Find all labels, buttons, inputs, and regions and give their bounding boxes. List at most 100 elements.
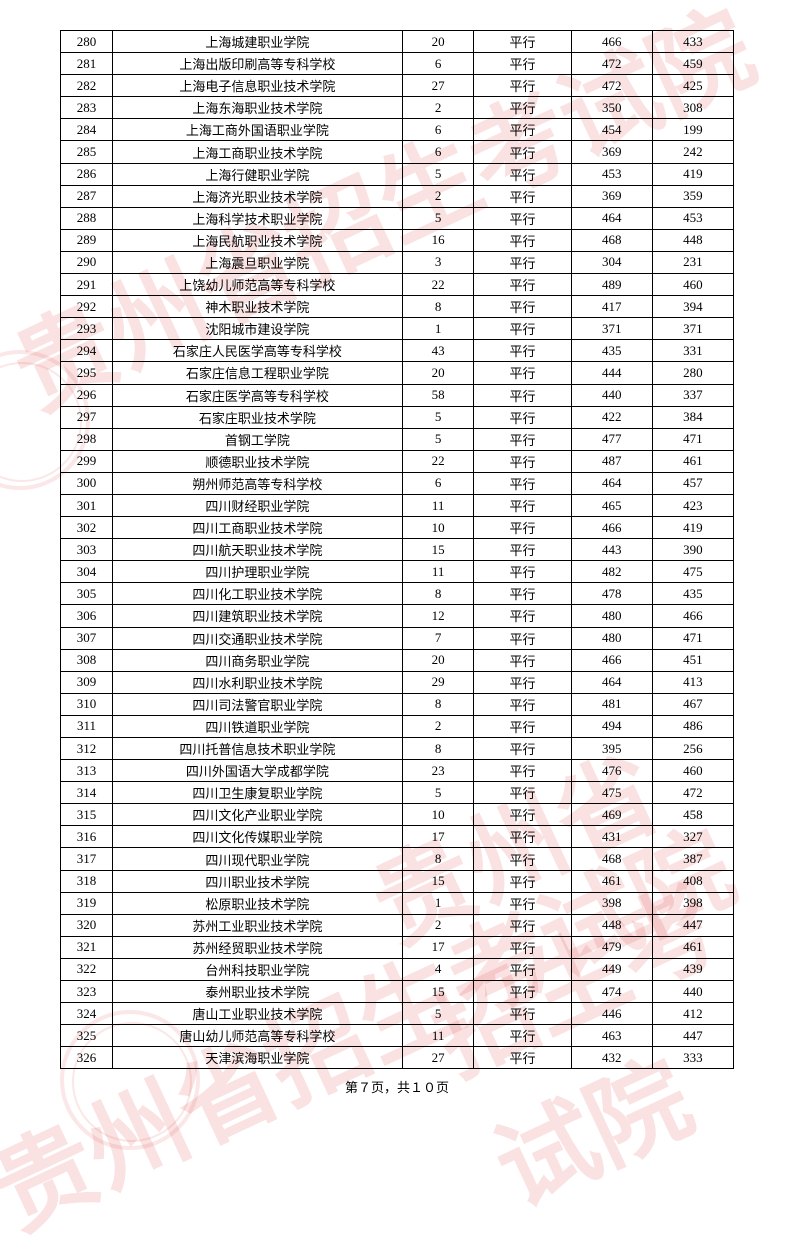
table-cell: 466 [571,517,652,539]
table-cell: 431 [571,826,652,848]
page-footer: 第７页，共１０页 [60,1077,734,1096]
table-cell: 平行 [474,406,571,428]
table-cell: 302 [61,517,113,539]
table-row: 287上海济光职业技术学院2平行369359 [61,185,734,207]
table-cell: 四川工商职业技术学院 [112,517,402,539]
table-cell: 350 [571,97,652,119]
table-cell: 平行 [474,583,571,605]
table-cell: 四川卫生康复职业学院 [112,782,402,804]
table-row: 316四川文化传媒职业学院17平行431327 [61,826,734,848]
table-cell: 平行 [474,163,571,185]
table-cell: 369 [571,185,652,207]
table-row: 311四川铁道职业学院2平行494486 [61,715,734,737]
table-cell: 8 [402,738,473,760]
table-cell: 482 [571,561,652,583]
table-cell: 440 [571,384,652,406]
table-cell: 平行 [474,760,571,782]
table-cell: 305 [61,583,113,605]
table-row: 306四川建筑职业技术学院12平行480466 [61,605,734,627]
table-row: 292神木职业技术学院8平行417394 [61,296,734,318]
table-cell: 476 [571,760,652,782]
table-cell: 309 [61,671,113,693]
table-cell: 平行 [474,848,571,870]
table-cell: 314 [61,782,113,804]
table-cell: 283 [61,97,113,119]
table-row: 284上海工商外国语职业学院6平行454199 [61,119,734,141]
table-cell: 461 [571,870,652,892]
table-cell: 466 [571,31,652,53]
table-cell: 432 [571,1047,652,1069]
table-cell: 291 [61,274,113,296]
table-cell: 泰州职业技术学院 [112,981,402,1003]
table-cell: 平行 [474,318,571,340]
table-cell: 446 [571,1003,652,1025]
table-cell: 371 [652,318,733,340]
table-cell: 466 [652,605,733,627]
table-cell: 454 [571,119,652,141]
table-cell: 316 [61,826,113,848]
table-cell: 435 [571,340,652,362]
table-row: 308四川商务职业学院20平行466451 [61,649,734,671]
table-row: 295石家庄信息工程职业学院20平行444280 [61,362,734,384]
table-row: 322台州科技职业学院4平行449439 [61,958,734,980]
table-cell: 上海城建职业学院 [112,31,402,53]
table-cell: 5 [402,428,473,450]
table-cell: 6 [402,472,473,494]
table-cell: 唐山幼儿师范高等专科学校 [112,1025,402,1047]
table-row: 325唐山幼儿师范高等专科学校11平行463447 [61,1025,734,1047]
table-row: 304四川护理职业学院11平行482475 [61,561,734,583]
table-cell: 四川铁道职业学院 [112,715,402,737]
table-cell: 398 [652,892,733,914]
table-cell: 石家庄职业技术学院 [112,406,402,428]
table-cell: 298 [61,428,113,450]
table-cell: 413 [652,671,733,693]
table-cell: 平行 [474,97,571,119]
table-cell: 321 [61,936,113,958]
table-cell: 平行 [474,1003,571,1025]
table-cell: 312 [61,738,113,760]
table-cell: 上海电子信息职业技术学院 [112,75,402,97]
table-cell: 平行 [474,340,571,362]
table-cell: 四川商务职业学院 [112,649,402,671]
table-cell: 平行 [474,384,571,406]
table-cell: 6 [402,53,473,75]
table-cell: 苏州工业职业技术学院 [112,914,402,936]
table-cell: 390 [652,539,733,561]
table-cell: 平行 [474,715,571,737]
table-cell: 369 [571,141,652,163]
table-cell: 平行 [474,141,571,163]
table-cell: 425 [652,75,733,97]
table-cell: 平行 [474,53,571,75]
table-cell: 256 [652,738,733,760]
table-cell: 上海科学技术职业学院 [112,207,402,229]
table-cell: 461 [652,450,733,472]
table-row: 301四川财经职业学院11平行465423 [61,494,734,516]
table-cell: 288 [61,207,113,229]
table-cell: 四川司法警官职业学院 [112,693,402,715]
table-cell: 467 [652,693,733,715]
table-cell: 平行 [474,804,571,826]
table-row: 291上饶幼儿师范高等专科学校22平行489460 [61,274,734,296]
table-cell: 326 [61,1047,113,1069]
table-cell: 303 [61,539,113,561]
table-cell: 上饶幼儿师范高等专科学校 [112,274,402,296]
table-cell: 419 [652,517,733,539]
table-cell: 松原职业技术学院 [112,892,402,914]
table-cell: 8 [402,693,473,715]
table-cell: 5 [402,163,473,185]
table-row: 294石家庄人民医学高等专科学校43平行435331 [61,340,734,362]
table-cell: 四川化工职业技术学院 [112,583,402,605]
table-cell: 447 [652,914,733,936]
table-cell: 平行 [474,472,571,494]
table-cell: 333 [652,1047,733,1069]
table-cell: 平行 [474,251,571,273]
table-cell: 444 [571,362,652,384]
table-row: 317四川现代职业学院8平行468387 [61,848,734,870]
table-cell: 5 [402,406,473,428]
table-cell: 448 [571,914,652,936]
table-cell: 308 [652,97,733,119]
table-row: 280上海城建职业学院20平行466433 [61,31,734,53]
table-cell: 唐山工业职业技术学院 [112,1003,402,1025]
table-cell: 27 [402,75,473,97]
table-cell: 371 [571,318,652,340]
